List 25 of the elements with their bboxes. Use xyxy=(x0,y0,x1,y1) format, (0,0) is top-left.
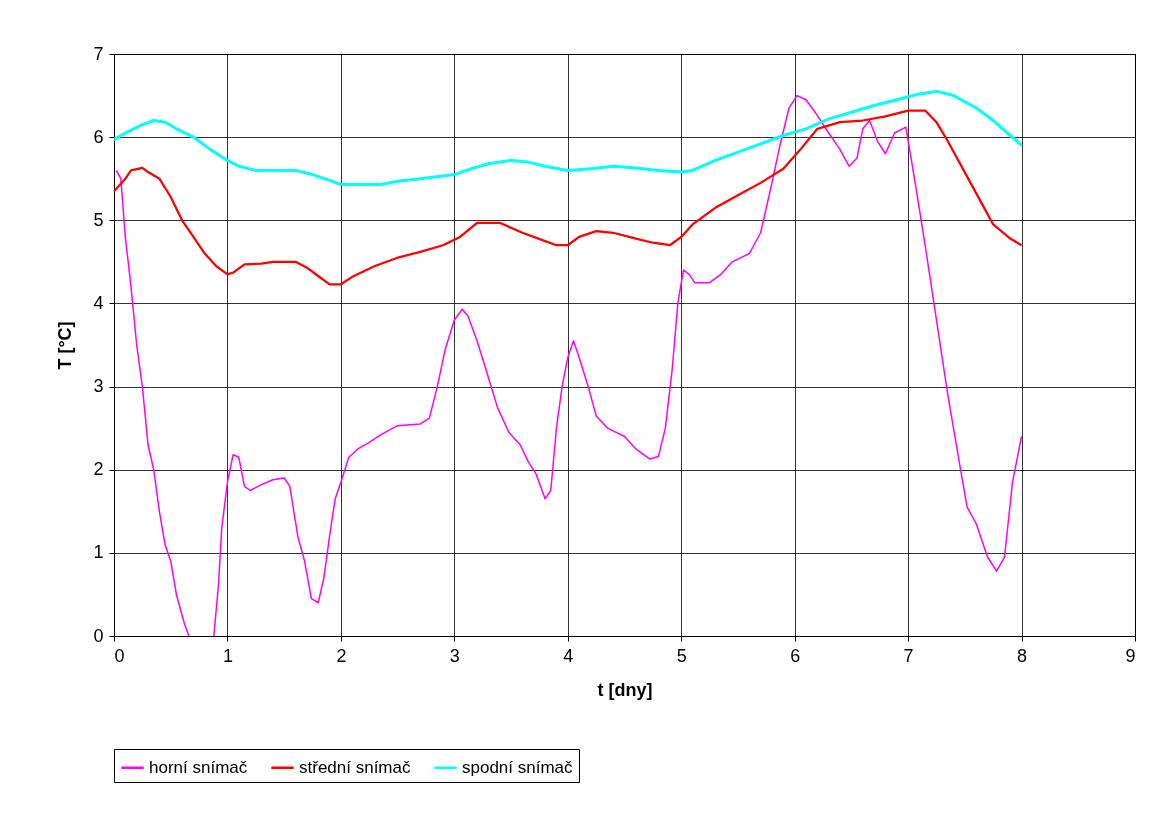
x-tick-label: 6 xyxy=(790,645,801,666)
y-tick-label: 6 xyxy=(93,126,104,147)
x-tick-label: 9 xyxy=(1125,645,1136,666)
x-tick-label: 2 xyxy=(336,645,347,666)
x-tick-label: 1 xyxy=(222,645,233,666)
y-tick-label: 3 xyxy=(93,376,104,397)
x-tick-label: 8 xyxy=(1017,645,1028,666)
x-tick-label: 0 xyxy=(114,645,125,666)
x-tick-label: 5 xyxy=(676,645,687,666)
x-tick-label: 4 xyxy=(563,645,574,666)
y-tick-label: 2 xyxy=(93,459,104,480)
line-series xyxy=(112,109,1023,286)
x-tick-label: 7 xyxy=(903,645,914,666)
y-tick-label: 4 xyxy=(93,292,104,313)
y-tick-label: 5 xyxy=(93,209,104,230)
y-axis-title: T [°C] xyxy=(55,321,76,370)
y-tick-label: 7 xyxy=(93,43,104,64)
x-axis-title: t [dny] xyxy=(597,679,653,700)
line-series xyxy=(112,89,1024,187)
legend-label: horní snímač xyxy=(149,757,248,777)
legend-label: střední snímač xyxy=(299,757,411,777)
y-tick-label: 0 xyxy=(93,625,104,646)
y-tick-label: 1 xyxy=(93,542,104,563)
legend-label: spodní snímač xyxy=(462,757,574,777)
x-tick-label: 3 xyxy=(449,645,460,666)
